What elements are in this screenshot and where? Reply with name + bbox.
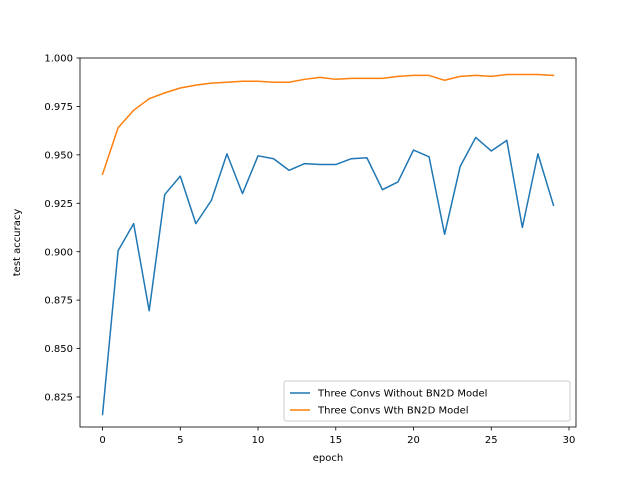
x-tick-label: 15 [329, 435, 342, 446]
x-axis-label: epoch [313, 453, 343, 464]
x-tick-label: 30 [563, 435, 576, 446]
series-line-2 [101, 73, 555, 176]
y-axis: 0.825 0.850 0.875 0.900 0.925 0.950 0.975 1.000 [44, 54, 80, 404]
axes-frame [79, 57, 577, 428]
y-axis-label: test accuracy [12, 209, 23, 277]
x-axis: 0 5 10 15 20 25 30 [99, 427, 575, 446]
y-tick-label: 0.925 [44, 199, 73, 210]
legend-box [283, 380, 571, 422]
legend-label: Three Convs Without BN2D Model [317, 389, 487, 400]
y-tick-label: 1.000 [44, 54, 73, 65]
axes-background [80, 58, 576, 427]
series-line-1 [101, 136, 555, 416]
plot-area [79, 57, 577, 428]
x-tick-label: 10 [252, 435, 265, 446]
x-tick-label: 0 [99, 435, 105, 446]
legend-label: Three Convs Wth BN2D Model [317, 406, 469, 417]
x-tick-label: 5 [177, 435, 183, 446]
series-group [101, 73, 555, 416]
x-tick-label: 25 [485, 435, 498, 446]
y-tick-label: 0.950 [44, 150, 73, 161]
x-tick-label: 20 [407, 435, 420, 446]
y-tick-label: 0.850 [44, 344, 73, 355]
legend: Three Convs Without BN2D Model Three Conv… [283, 380, 571, 422]
y-tick-label: 0.975 [44, 102, 73, 113]
y-tick-label: 0.900 [44, 247, 73, 258]
y-tick-label: 0.825 [44, 393, 73, 404]
y-tick-label: 0.875 [44, 296, 73, 307]
